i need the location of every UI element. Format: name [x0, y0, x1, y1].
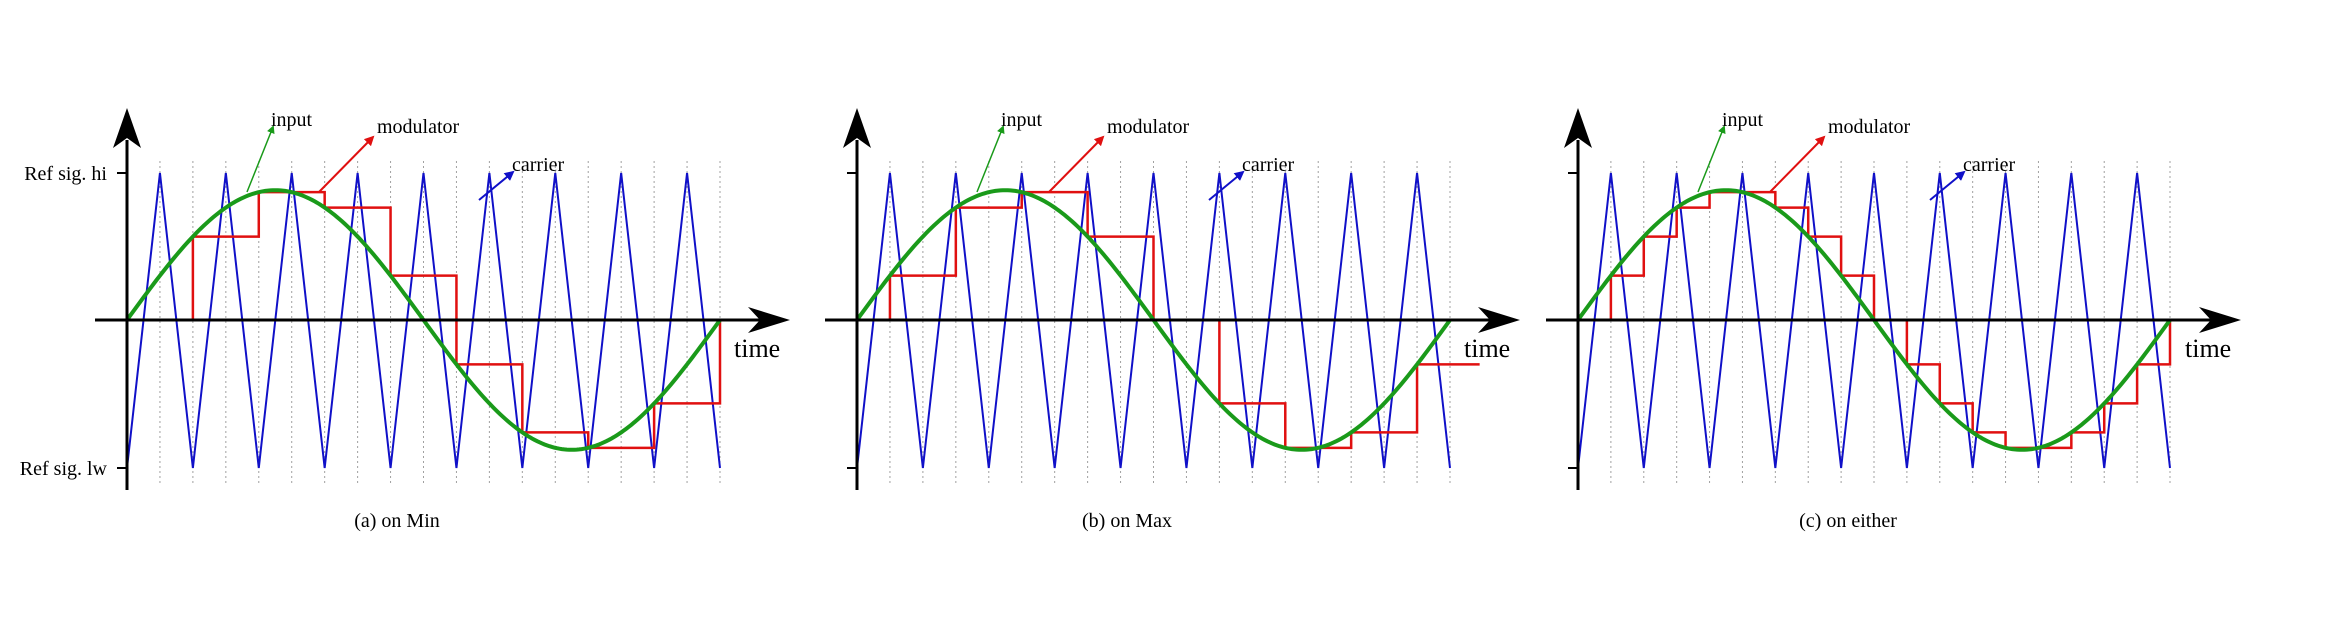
ref-hi-label: Ref sig. hi — [24, 163, 107, 185]
modulator-pointer — [1048, 135, 1105, 193]
carrier-wave — [856, 172, 1451, 469]
y-axis-arrowhead — [843, 108, 871, 148]
modulator-label: modulator — [377, 116, 460, 138]
carrier-label: carrier — [1242, 154, 1295, 176]
input-pointer — [246, 125, 275, 193]
input-pointer — [976, 125, 1005, 193]
axes — [1546, 108, 2241, 490]
carrier-pointer — [478, 170, 515, 201]
panel-c: input modulator carrier time (c) on eith… — [1546, 108, 2241, 532]
ref-lo-label: Ref sig. lw — [20, 458, 108, 480]
panel-caption: (c) on either — [1799, 510, 1897, 532]
panel-caption: (b) on Max — [1082, 510, 1172, 532]
carrier-label: carrier — [512, 154, 565, 176]
input-label: input — [1722, 109, 1764, 131]
time-axis-label: time — [2185, 334, 2231, 363]
x-axis-arrowhead — [1478, 307, 1520, 333]
carrier-pointer — [1208, 170, 1245, 201]
modulator-staircase — [857, 190, 1480, 450]
panel-b: input modulator carrier time (b) on Max — [825, 108, 1520, 532]
y-axis-arrowhead — [1564, 108, 1592, 148]
panel-a: input modulator carrier time Ref sig. hi… — [20, 108, 790, 532]
modulator-label: modulator — [1107, 116, 1190, 138]
x-axis-arrowhead — [748, 307, 790, 333]
modulator-pointer — [1769, 135, 1826, 193]
modulator-label: modulator — [1828, 116, 1911, 138]
annotations: input modulator carrier — [1697, 109, 2016, 201]
carrier-pointer — [1929, 170, 1966, 201]
y-axis-arrowhead — [113, 108, 141, 148]
carrier-wave — [1577, 172, 2171, 469]
time-axis-label: time — [734, 334, 780, 363]
input-label: input — [1001, 109, 1043, 131]
axes — [95, 108, 790, 490]
carrier-label: carrier — [1963, 154, 2016, 176]
input-pointer — [1697, 125, 1726, 193]
annotations: input modulator carrier — [976, 109, 1295, 201]
input-label: input — [271, 109, 313, 131]
annotations: input modulator carrier — [246, 109, 565, 201]
carrier-wave — [126, 172, 721, 469]
x-axis-arrowhead — [2199, 307, 2241, 333]
axes — [825, 108, 1520, 490]
time-axis-label: time — [1464, 334, 1510, 363]
panel-caption: (a) on Min — [354, 510, 440, 532]
modulator-pointer — [318, 135, 375, 193]
